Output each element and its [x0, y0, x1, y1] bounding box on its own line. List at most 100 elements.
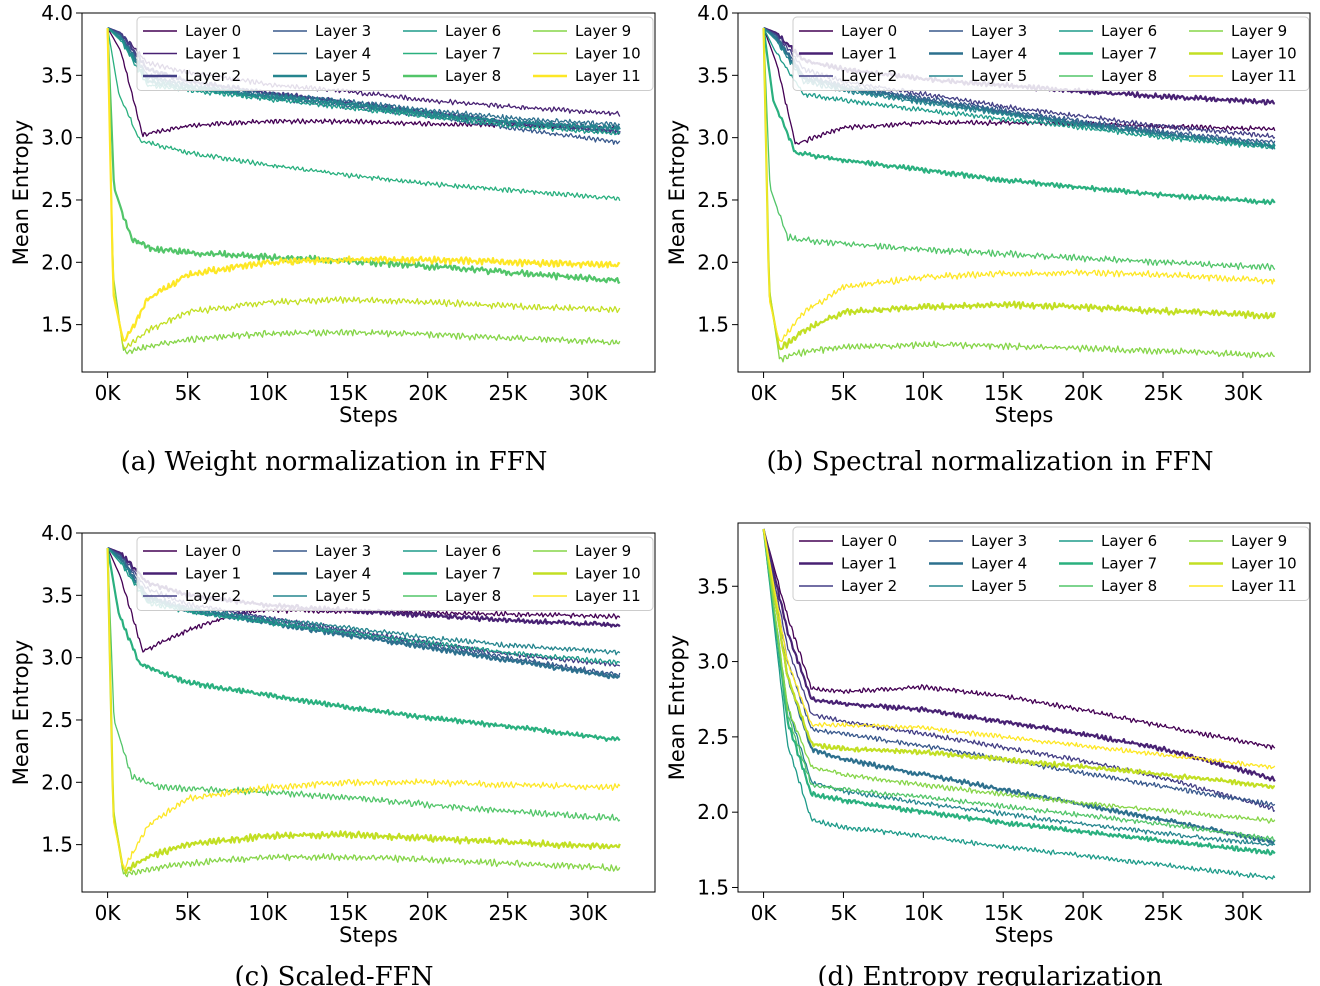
- legend-label: Layer 10: [575, 565, 641, 583]
- y-tick-label: 3.5: [41, 63, 73, 87]
- y-tick-label: 4.0: [697, 1, 729, 25]
- x-tick-label: 5K: [831, 381, 858, 405]
- x-axis-label: Steps: [339, 403, 398, 427]
- legend-label: Layer 0: [841, 532, 897, 550]
- y-tick-label: 2.0: [41, 770, 73, 794]
- legend-label: Layer 10: [575, 45, 641, 63]
- y-tick-label: 3.0: [697, 126, 729, 150]
- series-line-layer-11: [762, 27, 1276, 343]
- legend-label: Layer 1: [841, 45, 897, 63]
- series-line-layer-6: [107, 27, 621, 136]
- legend-label: Layer 4: [971, 45, 1027, 63]
- x-tick-label: 25K: [1144, 901, 1183, 925]
- x-tick-label: 15K: [328, 381, 367, 405]
- x-tick-label: 0K: [751, 901, 778, 925]
- x-tick-label: 25K: [488, 901, 527, 925]
- y-tick-label: 3.5: [697, 574, 729, 598]
- series-line-layer-10: [762, 27, 1276, 351]
- legend-label: Layer 3: [971, 22, 1027, 40]
- y-tick-label: 1.5: [41, 833, 73, 857]
- legend-label: Layer 4: [315, 45, 371, 63]
- legend: Layer 0 Layer 1 Layer 2 Layer 3 Layer 4 Layer…: [792, 16, 1310, 91]
- legend: Layer 0 Layer 1 Layer 2 Layer 3 Layer 4 Layer…: [136, 16, 654, 91]
- series-line-layer-6: [762, 528, 1276, 880]
- x-tick-label: 30K: [1224, 381, 1263, 405]
- legend-label: Layer 5: [315, 587, 371, 605]
- y-axis-label: Mean Entropy: [665, 635, 689, 780]
- legend-label: Layer 3: [971, 532, 1027, 550]
- series-line-layer-2: [762, 528, 1276, 812]
- legend-label: Layer 6: [445, 542, 501, 560]
- legend-label: Layer 6: [445, 22, 501, 40]
- x-axis-label: Steps: [339, 923, 398, 947]
- y-axis-label: Mean Entropy: [9, 120, 33, 265]
- x-tick-label: 10K: [904, 381, 943, 405]
- legend-label: Layer 7: [1101, 555, 1157, 573]
- y-tick-label: 3.5: [41, 583, 73, 607]
- legend-label: Layer 10: [1231, 555, 1297, 573]
- y-tick-label: 4.0: [41, 521, 73, 545]
- x-tick-label: 5K: [831, 901, 858, 925]
- series-line-layer-7: [762, 528, 1276, 856]
- series-line-layer-9: [762, 27, 1275, 363]
- legend-label: Layer 6: [1101, 22, 1157, 40]
- legend-label: Layer 9: [575, 542, 631, 560]
- x-tick-label: 10K: [248, 901, 287, 925]
- legend-label: Layer 8: [1101, 67, 1157, 85]
- legend-label: Layer 9: [1231, 22, 1287, 40]
- panel-caption: (c) Scaled-FFN: [235, 962, 434, 986]
- y-tick-label: 2.5: [697, 725, 729, 749]
- panel-caption: (d) Entropy regularization: [817, 962, 1162, 986]
- legend-label: Layer 7: [1101, 45, 1157, 63]
- series-line-layer-6: [107, 547, 621, 666]
- legend-label: Layer 3: [315, 542, 371, 560]
- panel-b: 0K 5K 10K 15K 20K 25K 30K 1.5 2.0 2.5 3.0 3.5 4.0 Ste…: [665, 1, 1311, 477]
- series-line-layer-8: [106, 547, 621, 822]
- y-tick-label: 3.0: [41, 646, 73, 670]
- legend-label: Layer 9: [1231, 532, 1287, 550]
- series-line-layer-11: [762, 528, 1276, 770]
- series-line-layer-5: [107, 547, 621, 656]
- series-line-layer-5: [763, 27, 1276, 147]
- axes-frame: [81, 532, 656, 893]
- x-tick-label: 0K: [95, 381, 122, 405]
- x-tick-label: 0K: [95, 901, 122, 925]
- legend-label: Layer 7: [445, 565, 501, 583]
- x-tick-label: 30K: [568, 381, 607, 405]
- x-tick-label: 10K: [248, 381, 287, 405]
- legend-label: Layer 11: [575, 587, 641, 605]
- legend-label: Layer 10: [1231, 45, 1297, 63]
- legend-label: Layer 2: [841, 67, 897, 85]
- legend-label: Layer 0: [185, 542, 241, 560]
- x-tick-label: 20K: [408, 901, 447, 925]
- legend-label: Layer 5: [971, 67, 1027, 85]
- x-tick-label: 5K: [175, 901, 202, 925]
- series-line-layer-8: [762, 528, 1276, 842]
- series-line-layer-9: [106, 27, 621, 355]
- x-tick-label: 25K: [1144, 381, 1183, 405]
- series-line-layer-7: [106, 27, 621, 201]
- legend-label: Layer 6: [1101, 532, 1157, 550]
- y-tick-label: 2.5: [697, 188, 729, 212]
- x-tick-label: 20K: [408, 381, 447, 405]
- x-tick-label: 5K: [175, 381, 202, 405]
- series-line-layer-9: [106, 547, 621, 878]
- legend-label: Layer 8: [1101, 577, 1157, 595]
- legend-label: Layer 0: [841, 22, 897, 40]
- y-axis-label: Mean Entropy: [9, 640, 33, 785]
- legend-label: Layer 5: [315, 67, 371, 85]
- y-tick-label: 3.0: [41, 126, 73, 150]
- x-tick-label: 15K: [328, 901, 367, 925]
- series-line-layer-10: [106, 547, 621, 875]
- panel-a: 0K 5K 10K 15K 20K 25K 30K 1.5 2.0 2.5 3.0 3.5 4.0 Ste…: [9, 1, 656, 477]
- series-line-layer-9: [762, 528, 1276, 824]
- legend-label: Layer 7: [445, 45, 501, 63]
- y-tick-label: 2.0: [697, 250, 729, 274]
- legend-label: Layer 4: [315, 565, 371, 583]
- x-axis-label: Steps: [995, 923, 1054, 947]
- x-axis-label: Steps: [995, 403, 1054, 427]
- legend-label: Layer 11: [575, 67, 641, 85]
- legend-label: Layer 1: [185, 45, 241, 63]
- x-tick-label: 25K: [488, 381, 527, 405]
- series-line-layer-10: [106, 27, 621, 349]
